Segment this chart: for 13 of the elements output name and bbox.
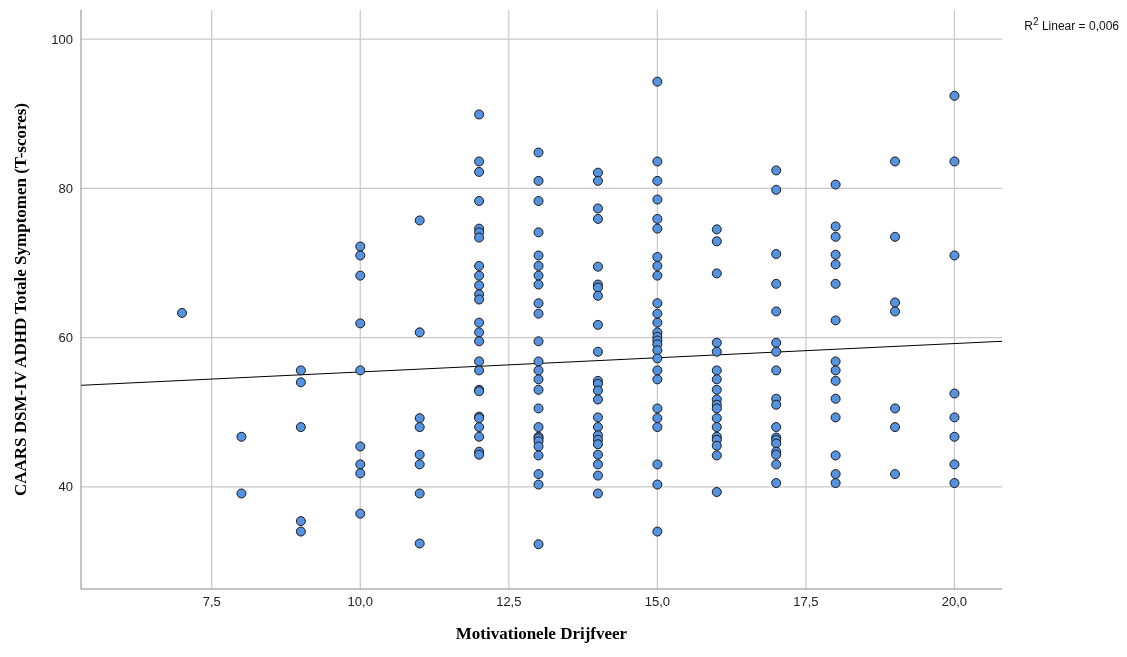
y-tick-label: 100 (51, 31, 73, 47)
x-tick-label: 17,5 (793, 594, 819, 610)
y-tick-label: 80 (58, 180, 73, 196)
text: R$^{2}$ Linear = 0,006 (1024, 16, 1119, 33)
x-tick-label: 20,0 (941, 594, 968, 610)
y-tick-label: 40 (58, 479, 73, 495)
y-axis-title: CAARS DSM-IV ADHD Totale Symptomen (T-scores) (11, 102, 31, 497)
x-tick-label: 10,0 (347, 594, 373, 610)
x-tick-label: 7,5 (202, 594, 221, 610)
x-axis-title: Motivationele Drijfveer (455, 624, 628, 643)
x-tick-label: 12,5 (496, 594, 522, 610)
y-tick-label: 60 (58, 330, 73, 346)
x-tick-label: 15,0 (644, 594, 671, 610)
